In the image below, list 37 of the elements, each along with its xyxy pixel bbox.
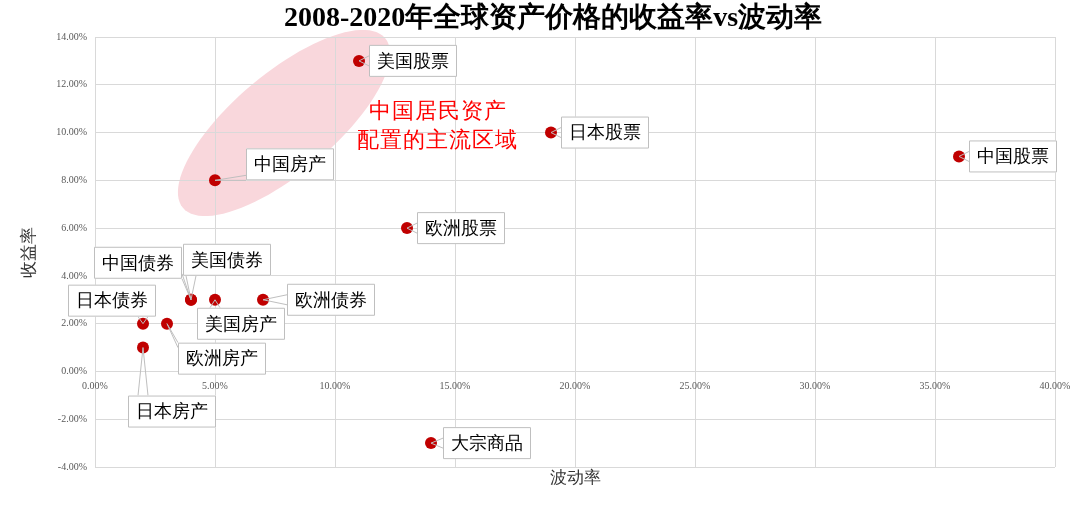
- x-tick-label: 30.00%: [799, 380, 831, 392]
- x-tick-label: 10.00%: [319, 380, 351, 392]
- series-label: 欧洲股票: [425, 217, 497, 238]
- y-tick-label: 6.00%: [61, 221, 87, 233]
- chart-title: 2008-2020年全球资产价格的收益率vs波动率: [283, 1, 823, 33]
- x-tick-label: 15.00%: [439, 380, 471, 392]
- series-label: 欧洲房产: [186, 348, 258, 369]
- text: 日本房产: [136, 401, 208, 422]
- annotation: 中国居民资产: [368, 97, 507, 123]
- y-tick-label: 10.00%: [56, 126, 87, 138]
- x-tick-label: 5.00%: [202, 380, 228, 392]
- y-tick-label: 0.00%: [61, 365, 87, 377]
- x-axis-title: 波动率: [549, 468, 601, 488]
- annotation: 配置的主流区域: [357, 126, 519, 152]
- series-label: 中国房产: [254, 154, 326, 175]
- series-label: 日本债券: [76, 290, 148, 311]
- series-label: 美国房产: [205, 313, 277, 334]
- x-tick-label: 40.00%: [1039, 380, 1071, 392]
- y-tick-label: -2.00%: [57, 412, 87, 424]
- series-label: 日本股票: [569, 122, 641, 143]
- y-tick-label: 4.00%: [61, 269, 87, 281]
- x-tick-label: 0.00%: [82, 380, 108, 392]
- series-label: 中国债券: [102, 252, 174, 273]
- x-tick-label: 20.00%: [559, 380, 591, 392]
- y-tick-label: 14.00%: [56, 30, 87, 42]
- y-axis-title: 收益率: [19, 226, 39, 278]
- x-tick-label: 35.00%: [919, 380, 951, 392]
- series-label: 中国股票: [977, 146, 1049, 167]
- y-tick-label: 2.00%: [61, 317, 87, 329]
- series-label: 美国股票: [377, 50, 449, 71]
- x-tick-label: 25.00%: [679, 380, 711, 392]
- y-tick-label: 12.00%: [56, 78, 87, 90]
- y-tick-label: -4.00%: [57, 460, 87, 472]
- series-label: 欧洲债券: [295, 289, 367, 310]
- series-label: 大宗商品: [451, 432, 523, 453]
- series-label: 美国债券: [191, 249, 263, 270]
- y-tick-label: 8.00%: [61, 173, 87, 185]
